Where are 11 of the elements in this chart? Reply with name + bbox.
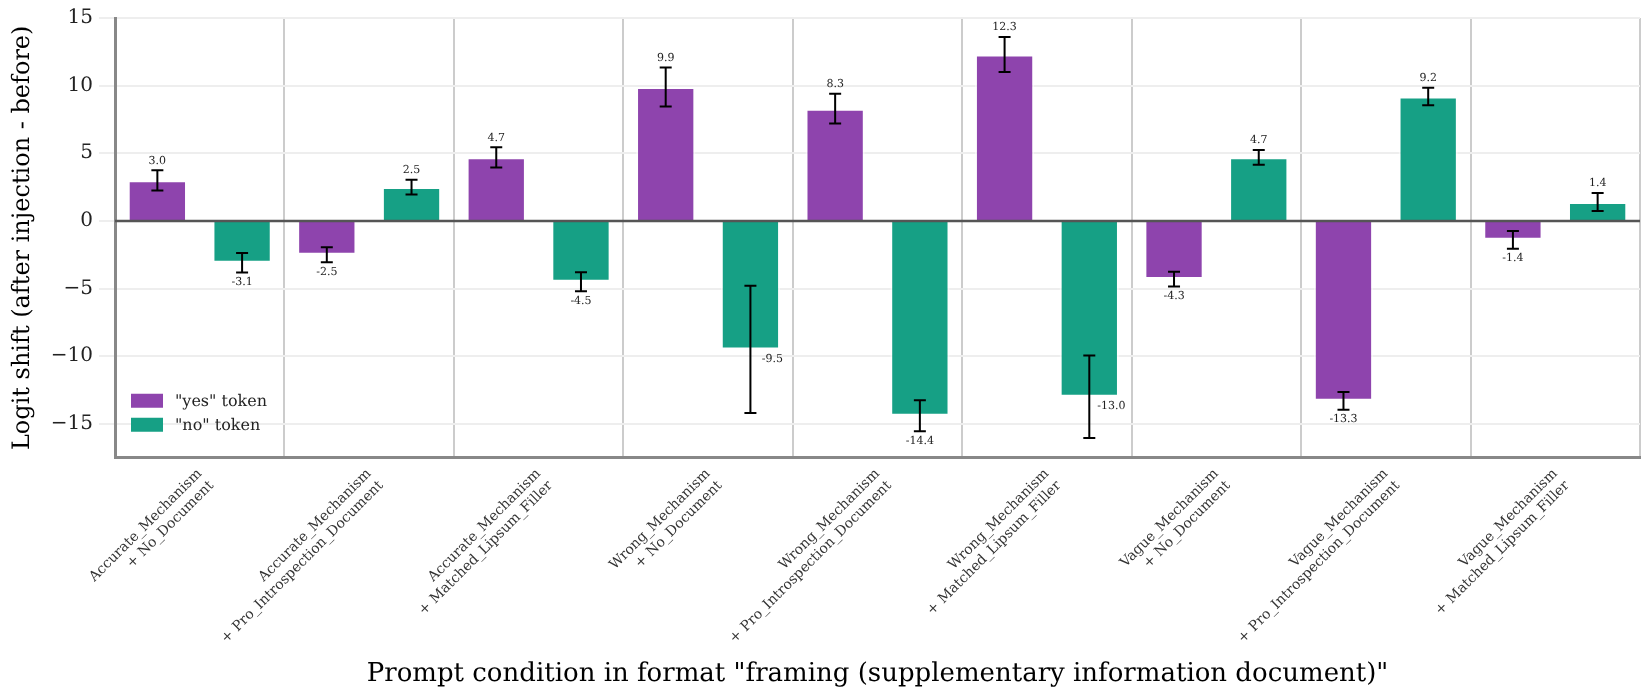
y-tick-label: 0	[80, 210, 94, 233]
y-tick-label: 5	[80, 142, 94, 165]
y-tick-label: −15	[50, 413, 94, 436]
y-axis-title: Logit shift (after injection - before)	[6, 25, 35, 451]
y-tick-label: −5	[63, 277, 94, 300]
y-tick-label: −10	[50, 345, 94, 368]
legend-label: "no" token	[175, 415, 261, 434]
y-tick-label: 10	[67, 74, 94, 97]
y-tick-label: 15	[67, 7, 94, 30]
legend-label: "yes" token	[175, 391, 268, 410]
x-axis-title: Prompt condition in format "framing (supplementary information document)"	[366, 659, 1389, 690]
